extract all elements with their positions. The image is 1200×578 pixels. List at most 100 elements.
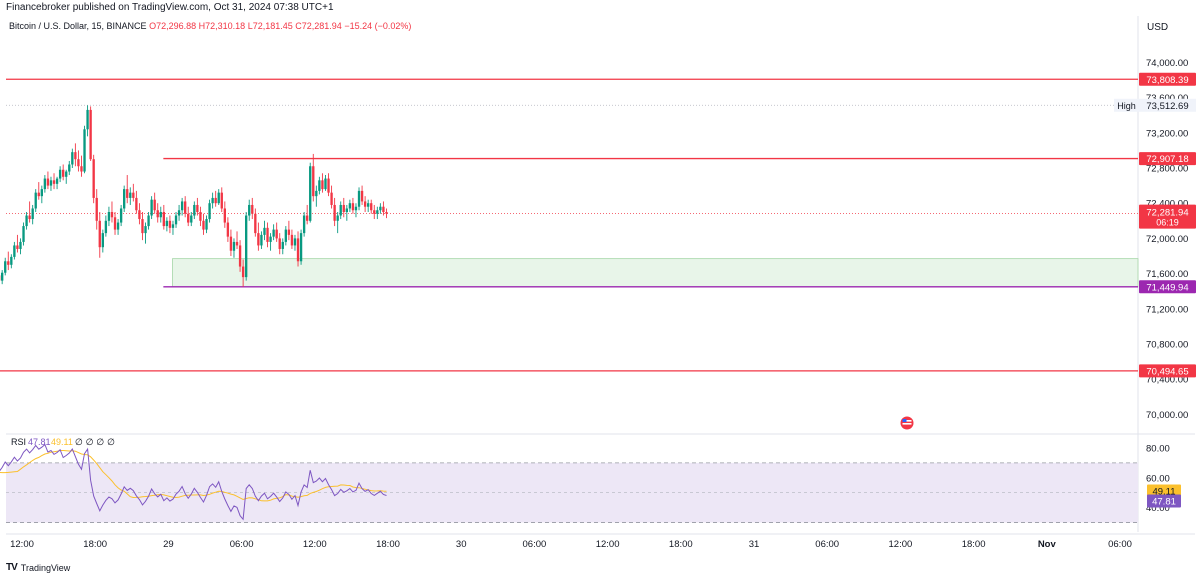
- rsi-value-tag-label: 47.81: [1152, 496, 1176, 507]
- candle-body: [241, 266, 245, 278]
- candle-body: [25, 215, 28, 227]
- price-tick-label: 74,000.00: [1146, 58, 1188, 69]
- rsi-line: [0, 443, 387, 521]
- candle-body: [370, 203, 373, 211]
- candle-body: [119, 208, 123, 223]
- candle-body: [116, 222, 120, 230]
- candle-body: [184, 201, 187, 214]
- candle-body: [156, 210, 159, 218]
- candle-body: [193, 204, 196, 216]
- price-tick-label: 70,400.00: [1146, 375, 1188, 386]
- candle-body: [327, 178, 330, 193]
- candle-body: [376, 210, 379, 214]
- candle-body: [367, 203, 370, 207]
- ohlc-open: O72,296.88: [149, 21, 197, 31]
- candle-body: [180, 201, 184, 211]
- candle-body: [190, 215, 193, 223]
- candle-body: [226, 222, 230, 237]
- candle-body: [132, 192, 135, 198]
- rsi-legend-name[interactable]: RSI: [11, 437, 26, 447]
- candle-body: [22, 226, 25, 242]
- candles: [0, 105, 388, 287]
- flag-icon-stripe: [902, 420, 912, 422]
- candle-body: [171, 224, 175, 228]
- consolidation-zone: [172, 258, 1139, 288]
- candle-body: [168, 220, 172, 228]
- candle-body: [13, 245, 16, 257]
- price-tick-label: 70,000.00: [1146, 410, 1188, 421]
- rsi-value-tag: [1147, 494, 1181, 508]
- candle-body: [309, 166, 312, 221]
- candle-body: [379, 206, 382, 211]
- flag-icon-canton: [902, 419, 907, 422]
- candle-body: [245, 215, 248, 278]
- time-axis[interactable]: 12:00 18:00 29 06:00 12:00 18:00 30 06:00 12:00 1…: [10, 539, 1132, 550]
- rsi-ma-tag-label: 49.11: [1152, 487, 1175, 498]
- candle-body: [220, 192, 223, 209]
- candle-body: [336, 215, 339, 221]
- candle-body: [373, 210, 376, 214]
- candle-body: [348, 203, 352, 209]
- candle-body: [129, 192, 132, 198]
- candle-body: [31, 208, 34, 220]
- candle-body: [49, 180, 53, 186]
- candle-body: [238, 245, 242, 267]
- candle-body: [208, 203, 211, 220]
- candle-body: [177, 210, 181, 216]
- candle-body: [257, 233, 260, 246]
- footer: TV TradingView: [6, 562, 70, 573]
- candle-body: [217, 192, 220, 204]
- candle-body: [281, 241, 284, 249]
- time-tick-label: 18:00: [669, 539, 693, 550]
- candle-body: [272, 229, 275, 237]
- candle-body: [28, 215, 31, 220]
- price-axis[interactable]: 74,000.00 73,600.00 73,200.00 72,800.00 72,4…: [1146, 58, 1188, 421]
- candle-body: [232, 241, 236, 251]
- candle-body: [4, 261, 7, 273]
- candle-body: [333, 204, 336, 221]
- brand-text: TradingView: [20, 562, 71, 573]
- candle-body: [385, 212, 388, 214]
- time-tick-label: 18:00: [962, 539, 986, 550]
- candle-body: [144, 226, 147, 234]
- high-label: High: [1117, 101, 1136, 111]
- candle-body: [37, 192, 40, 197]
- horizontal-levels[interactable]: [0, 78, 1138, 372]
- candle-body: [52, 180, 56, 184]
- candle-body: [113, 217, 117, 230]
- time-tick-label: 06:00: [1108, 539, 1132, 550]
- tradingview-logo-icon[interactable]: TV: [6, 562, 18, 573]
- candle-body: [162, 212, 165, 227]
- currency-label[interactable]: USD: [1147, 22, 1169, 33]
- candle-body: [7, 261, 10, 265]
- rsi-legend-placeholders: ∅ ∅ ∅ ∅: [75, 438, 115, 448]
- ohlc-low: L72,181.45: [247, 21, 293, 31]
- candle-body: [95, 197, 98, 221]
- rsi-legend-ma: 49.11: [51, 437, 73, 447]
- candle-body: [299, 233, 303, 262]
- publisher-header: Financebroker published on TradingView.c…: [6, 2, 334, 13]
- price-tick-label: 72,800.00: [1146, 164, 1188, 175]
- candle-body: [110, 212, 114, 218]
- candle-body: [266, 227, 269, 242]
- candle-body: [159, 212, 162, 218]
- flag-icon[interactable]: [900, 416, 914, 430]
- candle-body: [101, 233, 104, 248]
- candle-body: [293, 238, 297, 246]
- candle-body: [202, 220, 205, 230]
- candle-body: [211, 197, 214, 204]
- candle-body: [55, 178, 59, 184]
- last-price-label: 72,281.94: [1146, 208, 1188, 219]
- time-tick-label: 12:00: [889, 539, 913, 550]
- level-tag-label: 71,449.94: [1146, 282, 1188, 293]
- candle-body: [251, 204, 254, 214]
- candle-body: [260, 234, 263, 246]
- symbol-name[interactable]: Bitcoin / U.S. Dollar, 15, BINANCE: [9, 21, 147, 31]
- candle-body: [229, 236, 233, 251]
- published-text: Financebroker published on TradingView.c…: [6, 2, 334, 13]
- candle-body: [199, 212, 202, 221]
- candle-body: [74, 152, 77, 160]
- candle-body: [296, 238, 300, 262]
